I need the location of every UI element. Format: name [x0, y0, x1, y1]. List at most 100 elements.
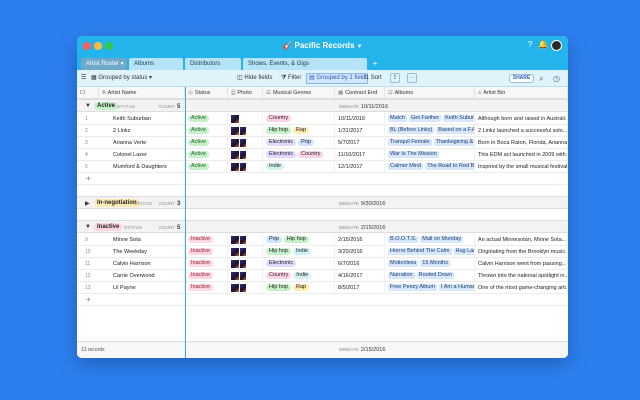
column-header-albums[interactable]: ⊡ Albums [385, 87, 475, 99]
artist-bio-cell[interactable]: One of the most game-changing arti... [475, 282, 568, 294]
artist-name-cell[interactable]: Lil Payne [99, 282, 185, 294]
linked-album-record[interactable]: Thanksgiving & C [433, 139, 474, 147]
albums-cell[interactable]: BL (Before Linkz) Based on a F.A. [385, 125, 475, 137]
artist-name-cell[interactable]: Carrie Overwood [99, 270, 185, 282]
filter-button[interactable]: ⧩ Filter [281, 75, 302, 81]
artist-photo-thumbnail[interactable] [240, 248, 246, 256]
artist-bio-cell[interactable]: Inspired by the small musical festival..… [475, 161, 568, 173]
table-row[interactable]: 5 Mumford & Daughters Active Indie 12/1/2017… [77, 161, 568, 173]
status-cell[interactable]: Inactive [185, 282, 228, 294]
linked-album-record[interactable]: The Road to Red Bl [425, 163, 474, 171]
linked-album-record[interactable]: Match [388, 115, 407, 123]
albums-cell[interactable]: Tranquil Female Thanksgiving & C [385, 137, 475, 149]
artist-bio-cell[interactable]: Born in Boca Raton, Florida, Arianna... [475, 137, 568, 149]
musical-genres-cell[interactable]: Electronic Pop [263, 137, 335, 149]
artist-name-cell[interactable]: Minne Sota [99, 234, 185, 246]
artist-photo-thumbnail[interactable] [240, 260, 246, 268]
linked-album-record[interactable]: I Am a Human [438, 284, 474, 292]
artist-photo-thumbnail[interactable] [231, 260, 239, 268]
musical-genres-cell[interactable]: Electronic [263, 258, 335, 270]
minimize-window-button[interactable] [94, 42, 102, 50]
add-table-button[interactable]: + [372, 59, 378, 68]
base-title[interactable]: 🎸 Pacific Records ▼ [77, 41, 568, 50]
contract-end-cell[interactable]: 12/1/2017 [335, 161, 385, 173]
table-row[interactable]: 13 Lil Payne Inactive Hip hop Rap 8/5/2017 Fre… [77, 282, 568, 294]
column-header-contract-end[interactable]: ▦ Contract End [335, 87, 385, 99]
tab-albums[interactable]: Albums [129, 58, 183, 70]
share-view-icon[interactable]: ⇪ [390, 73, 400, 83]
artist-photo-thumbnail[interactable] [231, 127, 239, 135]
more-options-icon[interactable]: ··· [407, 73, 417, 83]
artist-photo-thumbnail[interactable] [231, 115, 239, 123]
artist-photo-thumbnail[interactable] [240, 284, 246, 292]
table-row[interactable]: 1 Keith Suburban Active Country 10/11/2016 Ma… [77, 113, 568, 125]
photo-cell[interactable] [228, 246, 263, 258]
group-button[interactable]: ▤ Grouped by 1 field [306, 73, 369, 84]
artist-bio-cell[interactable]: This EDM act launched in 2009 with... [475, 149, 568, 161]
chevron-down-icon[interactable]: ▼ [85, 103, 91, 109]
table-row[interactable]: 3 Arianna Verte Active Electronic Pop 5/7/201… [77, 137, 568, 149]
linked-album-record[interactable]: Motionless [388, 260, 419, 268]
linked-album-record[interactable]: Keith Suburba [443, 115, 474, 123]
contract-end-cell[interactable]: 10/11/2016 [335, 113, 385, 125]
status-cell[interactable]: Active [185, 137, 228, 149]
hide-fields-button[interactable]: ◫ Hide fields [237, 75, 273, 81]
tab-artist-roster[interactable]: Artist Roster ▾ [81, 58, 127, 70]
artist-name-cell[interactable]: Colonel Lazer [99, 149, 185, 161]
chevron-right-icon[interactable]: ▶ [85, 201, 90, 207]
add-record-button[interactable]: + [77, 173, 568, 185]
linked-album-record[interactable]: Based on a F.A. [436, 127, 474, 135]
photo-cell[interactable] [228, 270, 263, 282]
artist-photo-thumbnail[interactable] [231, 236, 239, 244]
artist-photo-thumbnail[interactable] [231, 139, 239, 147]
linked-album-record[interactable]: Narration [388, 272, 415, 280]
status-cell[interactable]: Active [185, 125, 228, 137]
albums-cell[interactable]: War Is The Mission [385, 149, 475, 161]
musical-genres-cell[interactable]: Electronic Country [263, 149, 335, 161]
avatar[interactable] [551, 40, 562, 51]
share-button[interactable]: SHARE [509, 74, 534, 83]
linked-album-record[interactable]: Horror Behind The Calm [388, 248, 452, 256]
close-window-button[interactable] [83, 42, 91, 50]
table-row[interactable]: 4 Colonel Lazer Active Electronic Country 11/… [77, 149, 568, 161]
musical-genres-cell[interactable]: Hip hop Rap [263, 125, 335, 137]
photo-cell[interactable] [228, 282, 263, 294]
albums-cell[interactable]: Narration Rooted Down [385, 270, 475, 282]
history-icon[interactable]: ◷ [553, 74, 560, 83]
contract-end-cell[interactable]: 6/7/2016 [335, 258, 385, 270]
artist-bio-cell[interactable]: Originating from the Brooklyn music... [475, 246, 568, 258]
status-cell[interactable]: Inactive [185, 270, 228, 282]
column-header-status[interactable]: ◎ Status [185, 87, 228, 99]
artist-name-cell[interactable]: Mumford & Daughters [99, 161, 185, 173]
tab-shows-events-gigs[interactable]: Shows, Events, & Gigs [243, 58, 367, 70]
musical-genres-cell[interactable]: Country [263, 113, 335, 125]
artist-photo-thumbnail[interactable] [231, 163, 239, 171]
artist-name-cell[interactable]: 2 Linkz [99, 125, 185, 137]
linked-album-record[interactable]: Mall on Monday [420, 236, 464, 244]
column-header-photo[interactable]: ⎙ Photo [228, 87, 263, 99]
artist-name-cell[interactable]: Calvin Harrison [99, 258, 185, 270]
photo-cell[interactable] [228, 149, 263, 161]
view-name-button[interactable]: ▦ Grouped by status ▾ [91, 75, 153, 81]
chevron-down-icon[interactable]: ▼ [85, 224, 91, 230]
artist-name-cell[interactable]: Keith Suburban [99, 113, 185, 125]
artist-bio-cell[interactable]: Calvin Harrison went from passing... [475, 258, 568, 270]
photo-cell[interactable] [228, 125, 263, 137]
linked-album-record[interactable]: B.O.O.T.S. [388, 236, 419, 244]
group-header-inactive[interactable]: ▼ Inactive STATUS COUNT 5 MINDATE 2/15/2016 [77, 220, 568, 233]
linked-album-record[interactable]: Free Peezy Album [388, 284, 437, 292]
linked-album-record[interactable]: Tranquil Female [388, 139, 432, 147]
status-cell[interactable]: Inactive [185, 258, 228, 270]
artist-photo-thumbnail[interactable] [231, 151, 239, 159]
linked-album-record[interactable]: Get Farther [408, 115, 442, 123]
artist-name-cell[interactable]: The Weekday [99, 246, 185, 258]
status-cell[interactable]: Active [185, 161, 228, 173]
maximize-window-button[interactable] [105, 42, 113, 50]
musical-genres-cell[interactable]: Hip hop Rap [263, 282, 335, 294]
artist-bio-cell[interactable]: Although born and raised in Australi... [475, 113, 568, 125]
tab-distributors[interactable]: Distributors [185, 58, 241, 70]
artist-bio-cell[interactable]: An actual Minnesotan, Minne Sota... [475, 234, 568, 246]
contract-end-cell[interactable]: 5/7/2017 [335, 137, 385, 149]
photo-cell[interactable] [228, 137, 263, 149]
select-all-checkbox[interactable]: ☐ [77, 87, 99, 99]
